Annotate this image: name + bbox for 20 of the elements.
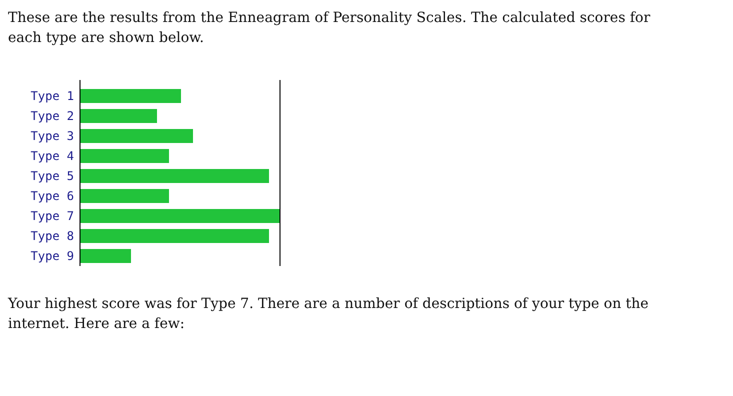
y-tick-label: Type 3 [30,129,74,144]
text: Your highest score was for Type 7. There are a number of descriptions of your type on the internet. Here are a few: [8,295,650,334]
bar [80,129,193,143]
y-tick-label: Type 6 [30,189,74,204]
bar [80,249,131,263]
bar [80,89,181,103]
y-tick-label: Type 9 [30,249,74,264]
y-tick-label: Type 5 [30,169,74,184]
y-tick-label: Type 4 [30,149,74,164]
y-tick-label: Type 1 [30,89,74,104]
y-tick-label: Type 7 [30,209,74,224]
bar [80,189,169,203]
y-tick-label: Type 2 [30,109,74,124]
bar [80,209,280,223]
bar [80,109,157,123]
bar [80,169,269,183]
y-tick-label: Type 8 [30,229,74,244]
bar [80,229,269,243]
text: These are the results from the Enneagram of Personality Scales. The calculated scores for each type are shown below. [8,9,652,48]
bar [80,149,169,163]
